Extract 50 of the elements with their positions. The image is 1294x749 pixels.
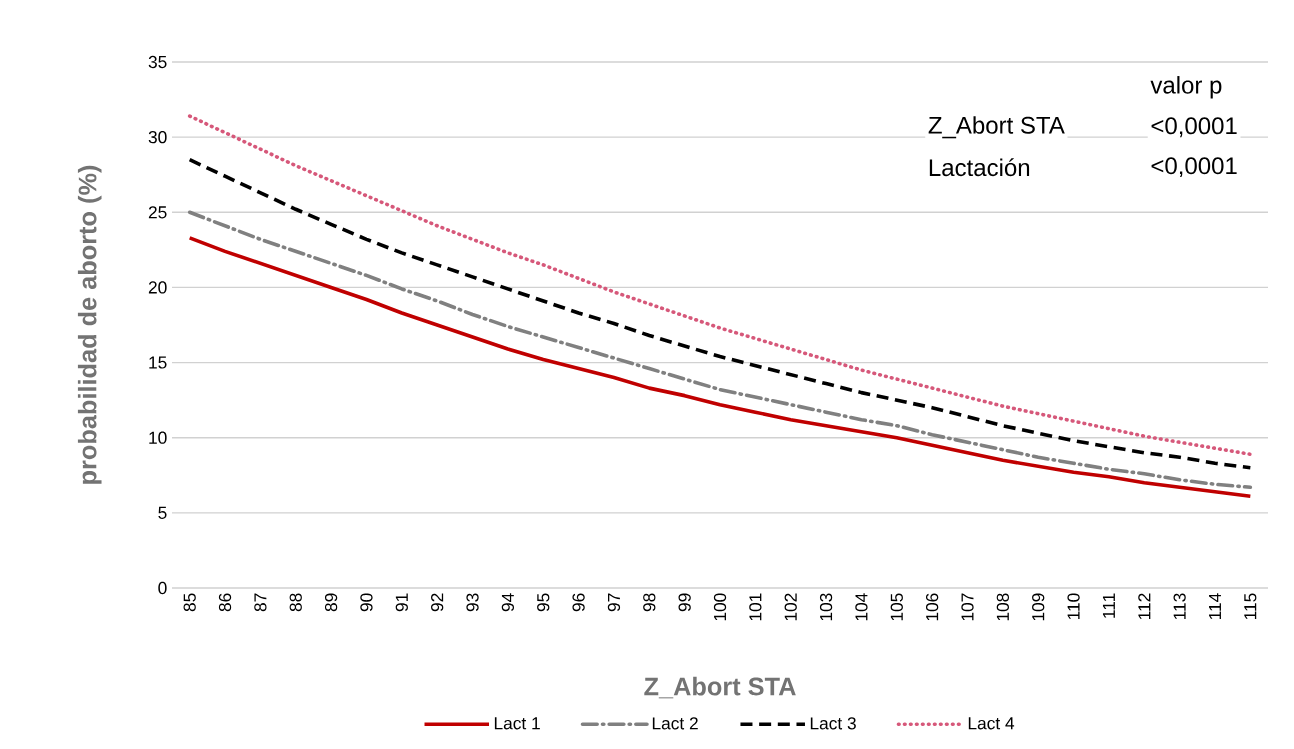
annotation: valor p xyxy=(1150,76,1222,99)
x-tick-label: 99 xyxy=(678,593,691,612)
x-tick-label: 102 xyxy=(784,593,797,621)
x-tick-label: 90 xyxy=(360,593,373,612)
y-tick-label: 5 xyxy=(158,506,167,519)
x-tick-label: 95 xyxy=(537,593,550,612)
x-tick-label: 107 xyxy=(961,593,974,621)
x-tick-label: 91 xyxy=(395,593,408,612)
y-tick-label: 10 xyxy=(149,431,167,444)
x-tick-label: 100 xyxy=(713,593,727,621)
x-tick-label: 101 xyxy=(749,593,762,621)
x-tick-label: 109 xyxy=(1032,593,1045,621)
annotation: <0,0001 xyxy=(1151,117,1237,138)
x-tick-label: 98 xyxy=(643,593,656,612)
x-tick-label: 112 xyxy=(1138,593,1151,620)
x-tick-label: 92 xyxy=(431,593,444,612)
x-tick-label: 104 xyxy=(855,593,868,621)
legend-label: Lact 3 xyxy=(810,717,856,730)
x-tick-label: 93 xyxy=(466,593,479,612)
y-tick-label: 35 xyxy=(148,55,167,69)
x-tick-label: 87 xyxy=(254,593,267,612)
x-tick-label: 114 xyxy=(1209,593,1221,620)
legend-label: Lact 4 xyxy=(968,717,1015,730)
legend-label: Lact 1 xyxy=(494,717,540,730)
x-tick-label: 108 xyxy=(996,593,1009,621)
x-tick-label: 115 xyxy=(1244,593,1257,620)
x-tick-label: 96 xyxy=(572,593,585,612)
y-tick-label: 30 xyxy=(148,131,167,144)
legend-label: Lact 2 xyxy=(652,717,698,730)
y-tick-label: 0 xyxy=(158,581,167,595)
y-tick-label: 20 xyxy=(148,281,167,294)
y-tick-label: 25 xyxy=(148,206,167,219)
x-axis-title: Z_Abort STA xyxy=(644,676,796,699)
x-tick-label: 86 xyxy=(218,593,232,612)
x-tick-label: 89 xyxy=(324,593,338,612)
y-tick-label: 15 xyxy=(149,356,167,369)
x-tick-label: 111 xyxy=(1102,593,1115,618)
x-tick-label: 106 xyxy=(926,593,939,621)
x-tick-label: 105 xyxy=(890,593,903,621)
x-tick-label: 85 xyxy=(183,593,196,612)
x-tick-label: 110 xyxy=(1067,593,1080,620)
annotation: Z_Abort STA xyxy=(928,116,1065,139)
x-tick-label: 94 xyxy=(501,593,515,612)
x-tick-label: 113 xyxy=(1173,593,1186,620)
x-tick-label: 97 xyxy=(607,593,621,612)
x-tick-label: 103 xyxy=(819,593,833,621)
x-tick-label: 88 xyxy=(289,593,302,612)
y-axis-title: probabilidad de aborto (%) xyxy=(77,165,102,484)
annotation: Lactación xyxy=(929,158,1030,177)
annotation: <0,0001 xyxy=(1151,157,1237,178)
